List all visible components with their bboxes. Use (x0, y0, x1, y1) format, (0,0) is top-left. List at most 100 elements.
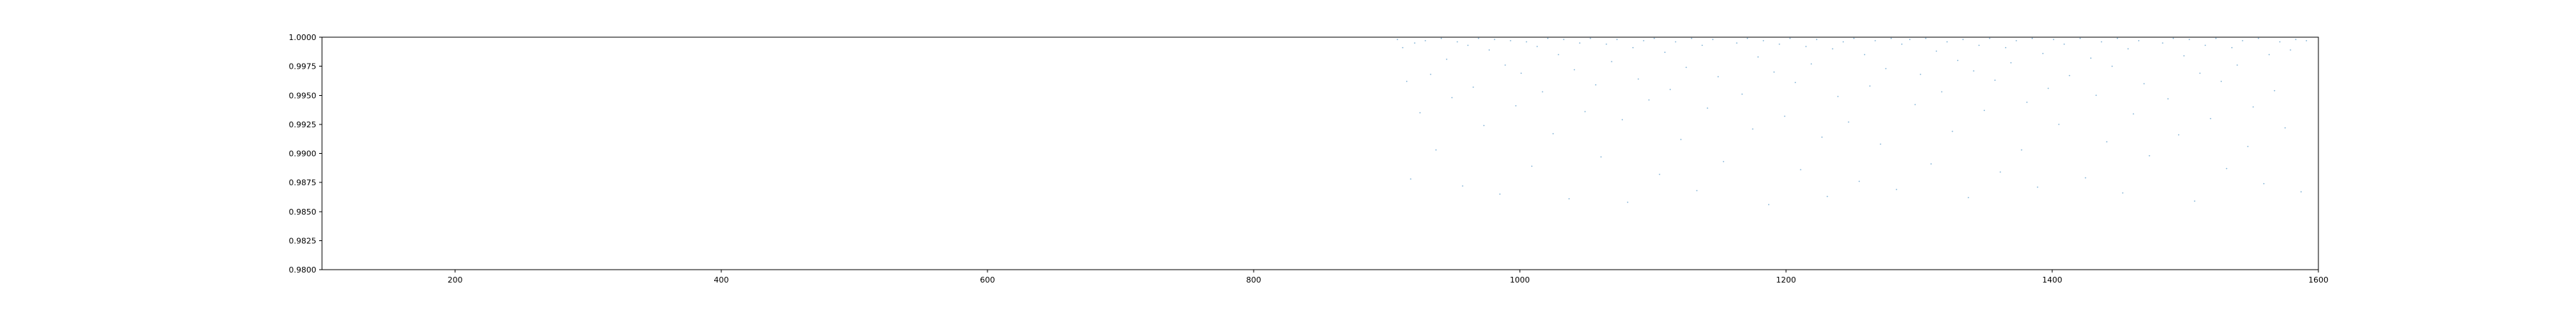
scatter-point (2036, 186, 2039, 188)
scatter-point (1962, 39, 1964, 41)
y-tick-label: 0.9850 (289, 207, 317, 217)
x-tick-label: 1400 (2042, 275, 2062, 285)
scatter-point (2122, 192, 2124, 194)
scatter-point (2210, 117, 2212, 119)
scatter-point (1526, 41, 1528, 43)
scatter-point (1858, 180, 1860, 182)
scatter-point (1901, 43, 1903, 45)
scatter-point (1473, 86, 1474, 88)
scatter-point (1552, 132, 1554, 134)
x-tick-label: 1600 (2308, 275, 2328, 285)
scatter-point (1445, 58, 1448, 60)
scatter-point (1691, 37, 1692, 39)
scatter-point (1832, 48, 1834, 50)
scatter-point (1843, 41, 1844, 43)
scatter-point (1762, 39, 1765, 41)
points-layer (1396, 37, 2308, 205)
scatter-point (1563, 39, 1565, 41)
scatter-point (1664, 52, 1666, 54)
y-tick-label: 0.9900 (289, 149, 317, 159)
scatter-point (1478, 37, 1480, 39)
scatter-point (1696, 190, 1698, 192)
scatter-point (2172, 37, 2175, 39)
scatter-point (1499, 193, 1501, 195)
scatter-point (1611, 61, 1613, 63)
scatter-point (1717, 76, 1719, 78)
scatter-point (1402, 46, 1404, 49)
scatter-point (1606, 43, 1607, 45)
x-tick-label: 200 (448, 275, 463, 285)
scatter-point (2106, 141, 2108, 143)
scatter-point (1815, 39, 1818, 41)
scatter-point (1736, 42, 1738, 44)
scatter-point (1821, 136, 1823, 138)
scatter-point (1584, 111, 1586, 112)
scatter-point (1722, 160, 1724, 162)
scatter-point (2162, 42, 2164, 44)
scatter-point (1951, 130, 1953, 132)
scatter-point (1936, 50, 1938, 52)
scatter-point (1541, 91, 1543, 93)
scatter-point (1637, 78, 1639, 80)
scatter-point (1896, 188, 1898, 190)
scatter-point (1967, 197, 1969, 199)
scatter-point (1984, 109, 1986, 112)
scatter-point (1800, 169, 1802, 171)
scatter-point (1863, 54, 1865, 56)
scatter-point (2236, 64, 2238, 66)
plot-frame (321, 36, 2319, 270)
scatter-point (1685, 67, 1687, 69)
scatter-point (1747, 37, 1748, 39)
x-tick-label: 600 (980, 275, 995, 285)
scatter-point (2026, 102, 2028, 103)
scatter-point (1425, 39, 1426, 41)
x-tick-label: 400 (714, 275, 729, 285)
scatter-point (1701, 44, 1703, 46)
y-tick-label: 0.9875 (289, 178, 317, 187)
scatter-point (1406, 80, 1407, 82)
scatter-point (1994, 79, 1996, 82)
scatter-point (1574, 69, 1576, 71)
scatter-point (2167, 98, 2169, 100)
scatter-point (2069, 74, 2071, 77)
scatter-point (1510, 39, 1511, 41)
scatter-point (1914, 104, 1916, 106)
scatter-point (1712, 39, 1714, 41)
scatter-point (1909, 39, 1911, 41)
scatter-point (1795, 82, 1796, 84)
scatter-point (1752, 128, 1754, 130)
scatter-point (1741, 93, 1743, 95)
scatter-point (1462, 185, 1463, 187)
scatter-point (1773, 71, 1775, 73)
scatter-point (2231, 46, 2233, 49)
scatter-point (1430, 74, 1432, 75)
scatter-point (2031, 37, 2034, 39)
scatter-point (1674, 41, 1677, 43)
scatter-point (2188, 39, 2190, 41)
scatter-point (1999, 171, 2001, 173)
scatter-point (1680, 139, 1682, 140)
scatter-point (2177, 134, 2180, 136)
scatter-point (2306, 39, 2308, 41)
scatter-point (2047, 87, 2049, 89)
scatter-point (1826, 195, 1828, 197)
scatter-point (2295, 39, 2297, 41)
y-tick-label: 0.9825 (289, 236, 317, 245)
scatter-point (1419, 112, 1421, 114)
scatter-point (2111, 65, 2113, 67)
y-tick-label: 0.9950 (289, 91, 317, 100)
scatter-point (1504, 64, 1506, 66)
scatter-point (2205, 44, 2206, 46)
x-tick-label: 1200 (1776, 275, 1796, 285)
scatter-point (1451, 97, 1453, 99)
scatter-point (1515, 104, 1517, 107)
scatter-point (2095, 94, 2097, 97)
axes-layer (321, 36, 2319, 270)
x-axis-ticks: 200 400 600 800 1000 1200 1400 1600 (448, 270, 2328, 285)
scatter-point (1810, 63, 1813, 65)
scatter-point (1626, 201, 1629, 203)
y-tick-label: 0.9925 (289, 120, 317, 129)
scatter-point (1467, 44, 1469, 46)
scatter-point (2263, 182, 2265, 185)
